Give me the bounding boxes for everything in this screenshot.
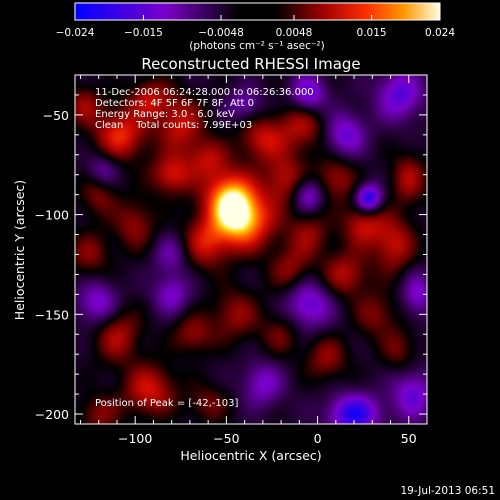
info-line-energy: Energy Range: 3.0 - 6.0 keV: [95, 109, 235, 120]
x-tick-label: −50: [213, 431, 239, 446]
peak-position-label: Position of Peak = [-42,-103]: [95, 398, 239, 409]
colorbar-tick-label: −0.015: [124, 27, 163, 39]
info-line-detectors: Detectors: 4F 5F 6F 7F 8F, Att 0: [95, 98, 254, 109]
chart-title: Reconstructed RHESSI Image: [141, 55, 360, 73]
x-tick-label: −100: [118, 431, 152, 446]
x-tick-label: 0: [314, 431, 322, 446]
x-axis-label: Heliocentric X (arcsec): [180, 448, 321, 463]
colorbar-ticks: −0.024 −0.015 −0.0048 0.0048 0.015 0.024: [56, 15, 455, 39]
colorbar-tick-label: 0.024: [425, 27, 455, 39]
y-axis-label: Heliocentric Y (arcsec): [12, 180, 27, 320]
axis-ticks: −100 −50 0 50 −50 −100 −150 −200: [35, 74, 428, 446]
timestamp: 19-Jul-2013 06:51: [400, 485, 495, 497]
plot-frame: [74, 74, 428, 425]
colorbar-tick-label: 0.015: [357, 27, 387, 39]
heatmap-image: [75, 75, 427, 424]
y-tick-label: −100: [35, 208, 69, 223]
y-tick-label: −50: [43, 108, 69, 123]
info-block: 11-Dec-2006 06:24:28.000 to 06:26:36.000…: [95, 87, 314, 131]
colorbar: [74, 2, 441, 21]
colorbar-tick-label: 0.0048: [276, 27, 313, 39]
y-tick-label: −150: [35, 307, 69, 322]
x-tick-label: 50: [401, 431, 417, 446]
colorbar-unit-label: (photons cm⁻² s⁻¹ asec⁻²): [189, 40, 324, 52]
colorbar-tick-label: −0.0048: [198, 27, 244, 39]
y-tick-label: −200: [35, 407, 69, 422]
info-line-time: 11-Dec-2006 06:24:28.000 to 06:26:36.000: [95, 87, 314, 98]
colorbar-tick-label: −0.024: [56, 27, 95, 39]
info-line-clean: Clean Total counts: 7.99E+03: [95, 120, 252, 131]
